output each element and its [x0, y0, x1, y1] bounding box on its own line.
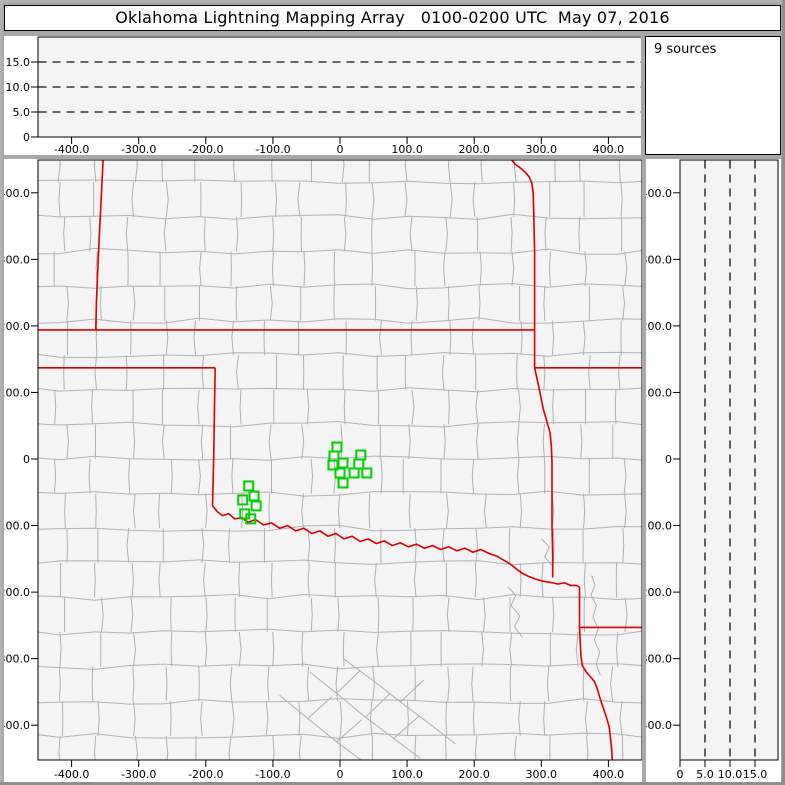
- tick-label: -100.0: [255, 768, 290, 781]
- station-marker: [250, 500, 262, 512]
- tick-label: 0: [23, 453, 30, 466]
- ns-altitude-panel[interactable]: 400.0 300.0 200.0 100.0 0 -100.0 -200.0 -300.0 -…: [646, 159, 781, 782]
- tick-label: 300.0: [646, 253, 672, 266]
- state-border-line: [95, 160, 104, 330]
- tick-label: 15.0: [743, 768, 768, 781]
- river-line: [507, 586, 523, 638]
- tick-label: -300.0: [121, 143, 156, 155]
- state-borders: [38, 160, 642, 760]
- station-marker: [361, 467, 373, 479]
- tick-label: 10.0: [6, 81, 31, 94]
- station-marker: [237, 494, 249, 506]
- tick-label: -100.0: [4, 520, 30, 533]
- page-title: Oklahoma Lightning Mapping Array 0100-02…: [4, 5, 781, 31]
- station-marker: [348, 467, 360, 479]
- tick-label: 400.0: [646, 187, 672, 200]
- tick-label: -400.0: [646, 719, 672, 732]
- tick-label: -300.0: [4, 653, 30, 666]
- tick-label: 100.0: [4, 386, 30, 399]
- tick-label: -200.0: [188, 768, 223, 781]
- sources-count-label: 9 sources: [654, 42, 717, 57]
- tick-label: -200.0: [188, 143, 223, 155]
- state-border-line: [552, 581, 580, 588]
- tick-label: -300.0: [121, 768, 156, 781]
- state-border-line: [578, 627, 614, 760]
- tick-label: -100.0: [255, 143, 290, 155]
- tick-label: 100.0: [391, 143, 423, 155]
- state-border-line: [511, 160, 536, 368]
- tick-label: -100.0: [646, 520, 672, 533]
- station-marker: [337, 477, 349, 489]
- tick-label: 100.0: [646, 386, 672, 399]
- state-border-line: [211, 505, 553, 584]
- tick-label: 15.0: [6, 56, 31, 69]
- tick-label: 100.0: [391, 768, 423, 781]
- tick-label: 200.0: [4, 320, 30, 333]
- tick-label: 0: [23, 131, 30, 144]
- state-border-line: [533, 367, 554, 578]
- tick-label: 400.0: [4, 187, 30, 200]
- tick-label: 300.0: [526, 143, 558, 155]
- tick-label: 200.0: [458, 143, 490, 155]
- tick-label: -200.0: [4, 586, 30, 599]
- sources-count-panel: 9 sources: [645, 36, 781, 155]
- ew-altitude-plot[interactable]: 0 5.0 10.0 15.0 -400.0 -300.0 -200.0 -100.0 0 100…: [4, 36, 641, 155]
- tick-label: -400.0: [54, 143, 89, 155]
- tick-label: -300.0: [646, 653, 672, 666]
- tick-label: 200.0: [646, 320, 672, 333]
- ns-altitude-plot-area: [679, 159, 779, 761]
- station-markers: [237, 441, 373, 525]
- river-line: [540, 538, 553, 566]
- tick-label: -400.0: [54, 768, 89, 781]
- tick-label: 5.0: [13, 106, 31, 119]
- station-marker: [327, 459, 339, 471]
- state-border-line: [211, 367, 216, 506]
- plan-view-map[interactable]: 400.0 300.0 200.0 100.0 0 -100.0 -200.0 -300.0 -…: [4, 159, 642, 782]
- tick-label: 10.0: [718, 768, 743, 781]
- tick-label: -200.0: [646, 586, 672, 599]
- map-plot-area: [38, 160, 642, 760]
- tick-label: -400.0: [4, 719, 30, 732]
- tick-label: 300.0: [526, 768, 558, 781]
- plan-view-map-panel[interactable]: 400.0 300.0 200.0 100.0 0 -100.0 -200.0 -300.0 -…: [4, 159, 642, 782]
- tick-label: 5.0: [696, 768, 714, 781]
- ew-altitude-panel[interactable]: 0 5.0 10.0 15.0 -400.0 -300.0 -200.0 -100.0 0 100…: [4, 36, 641, 155]
- tick-label: 300.0: [4, 253, 30, 266]
- tick-label: 0: [337, 768, 344, 781]
- tick-label: 0: [677, 768, 684, 781]
- river-line: [590, 575, 601, 676]
- tick-label: 200.0: [458, 768, 490, 781]
- tick-label: 400.0: [593, 143, 625, 155]
- tick-label: 400.0: [593, 768, 625, 781]
- tick-label: 0: [665, 453, 672, 466]
- station-marker: [245, 513, 257, 525]
- tick-label: 0: [337, 143, 344, 155]
- ns-altitude-plot[interactable]: 400.0 300.0 200.0 100.0 0 -100.0 -200.0 -300.0 -…: [646, 159, 781, 782]
